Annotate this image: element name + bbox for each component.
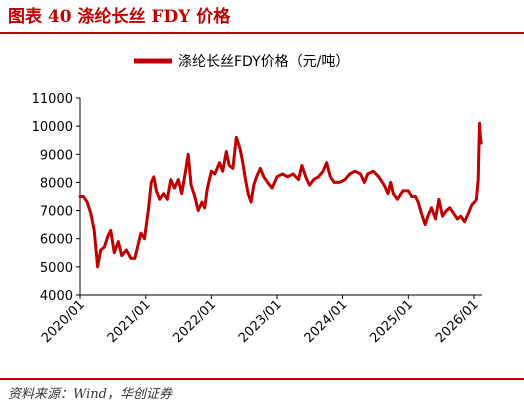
y-tick-label: 8000 <box>40 176 73 191</box>
x-tick-label: 2022/01 <box>170 297 219 346</box>
x-tick-label: 2025/01 <box>367 297 416 346</box>
y-axis-ticks: 11000 10000 9000 8000 7000 6000 5000 4000 <box>32 92 80 304</box>
x-axis-ticks: 2020/01 2021/01 2022/01 2023/01 2024/01 2025/… <box>39 295 482 346</box>
y-tick-label: 6000 <box>40 233 73 248</box>
legend-label: 涤纶长丝FDY价格（元/吨） <box>178 54 349 70</box>
y-tick-label: 10000 <box>32 120 73 135</box>
y-tick-label: 11000 <box>32 92 73 107</box>
source-note: 资料来源：Wind，华创证券 <box>8 387 172 402</box>
x-tick-label: 2026/01 <box>433 297 482 346</box>
source-rule <box>0 378 524 380</box>
x-tick-label: 2021/01 <box>105 297 154 346</box>
legend: 涤纶长丝FDY价格（元/吨） <box>134 54 349 70</box>
y-tick-label: 7000 <box>40 205 73 220</box>
x-tick-label: 2023/01 <box>236 297 285 346</box>
line-chart: 涤纶长丝FDY价格（元/吨） 11000 10000 9000 8000 7000 600… <box>32 54 483 346</box>
y-tick-label: 9000 <box>40 148 73 163</box>
x-tick-label: 2024/01 <box>302 297 351 346</box>
x-tick-label: 2020/01 <box>39 297 88 346</box>
title-rule <box>0 32 524 34</box>
y-tick-label: 4000 <box>40 289 73 304</box>
figure-title: 图表 40 涤纶长丝 FDY 价格 <box>8 7 231 27</box>
y-tick-label: 5000 <box>40 261 73 276</box>
series-line-fdy-price <box>78 121 483 269</box>
